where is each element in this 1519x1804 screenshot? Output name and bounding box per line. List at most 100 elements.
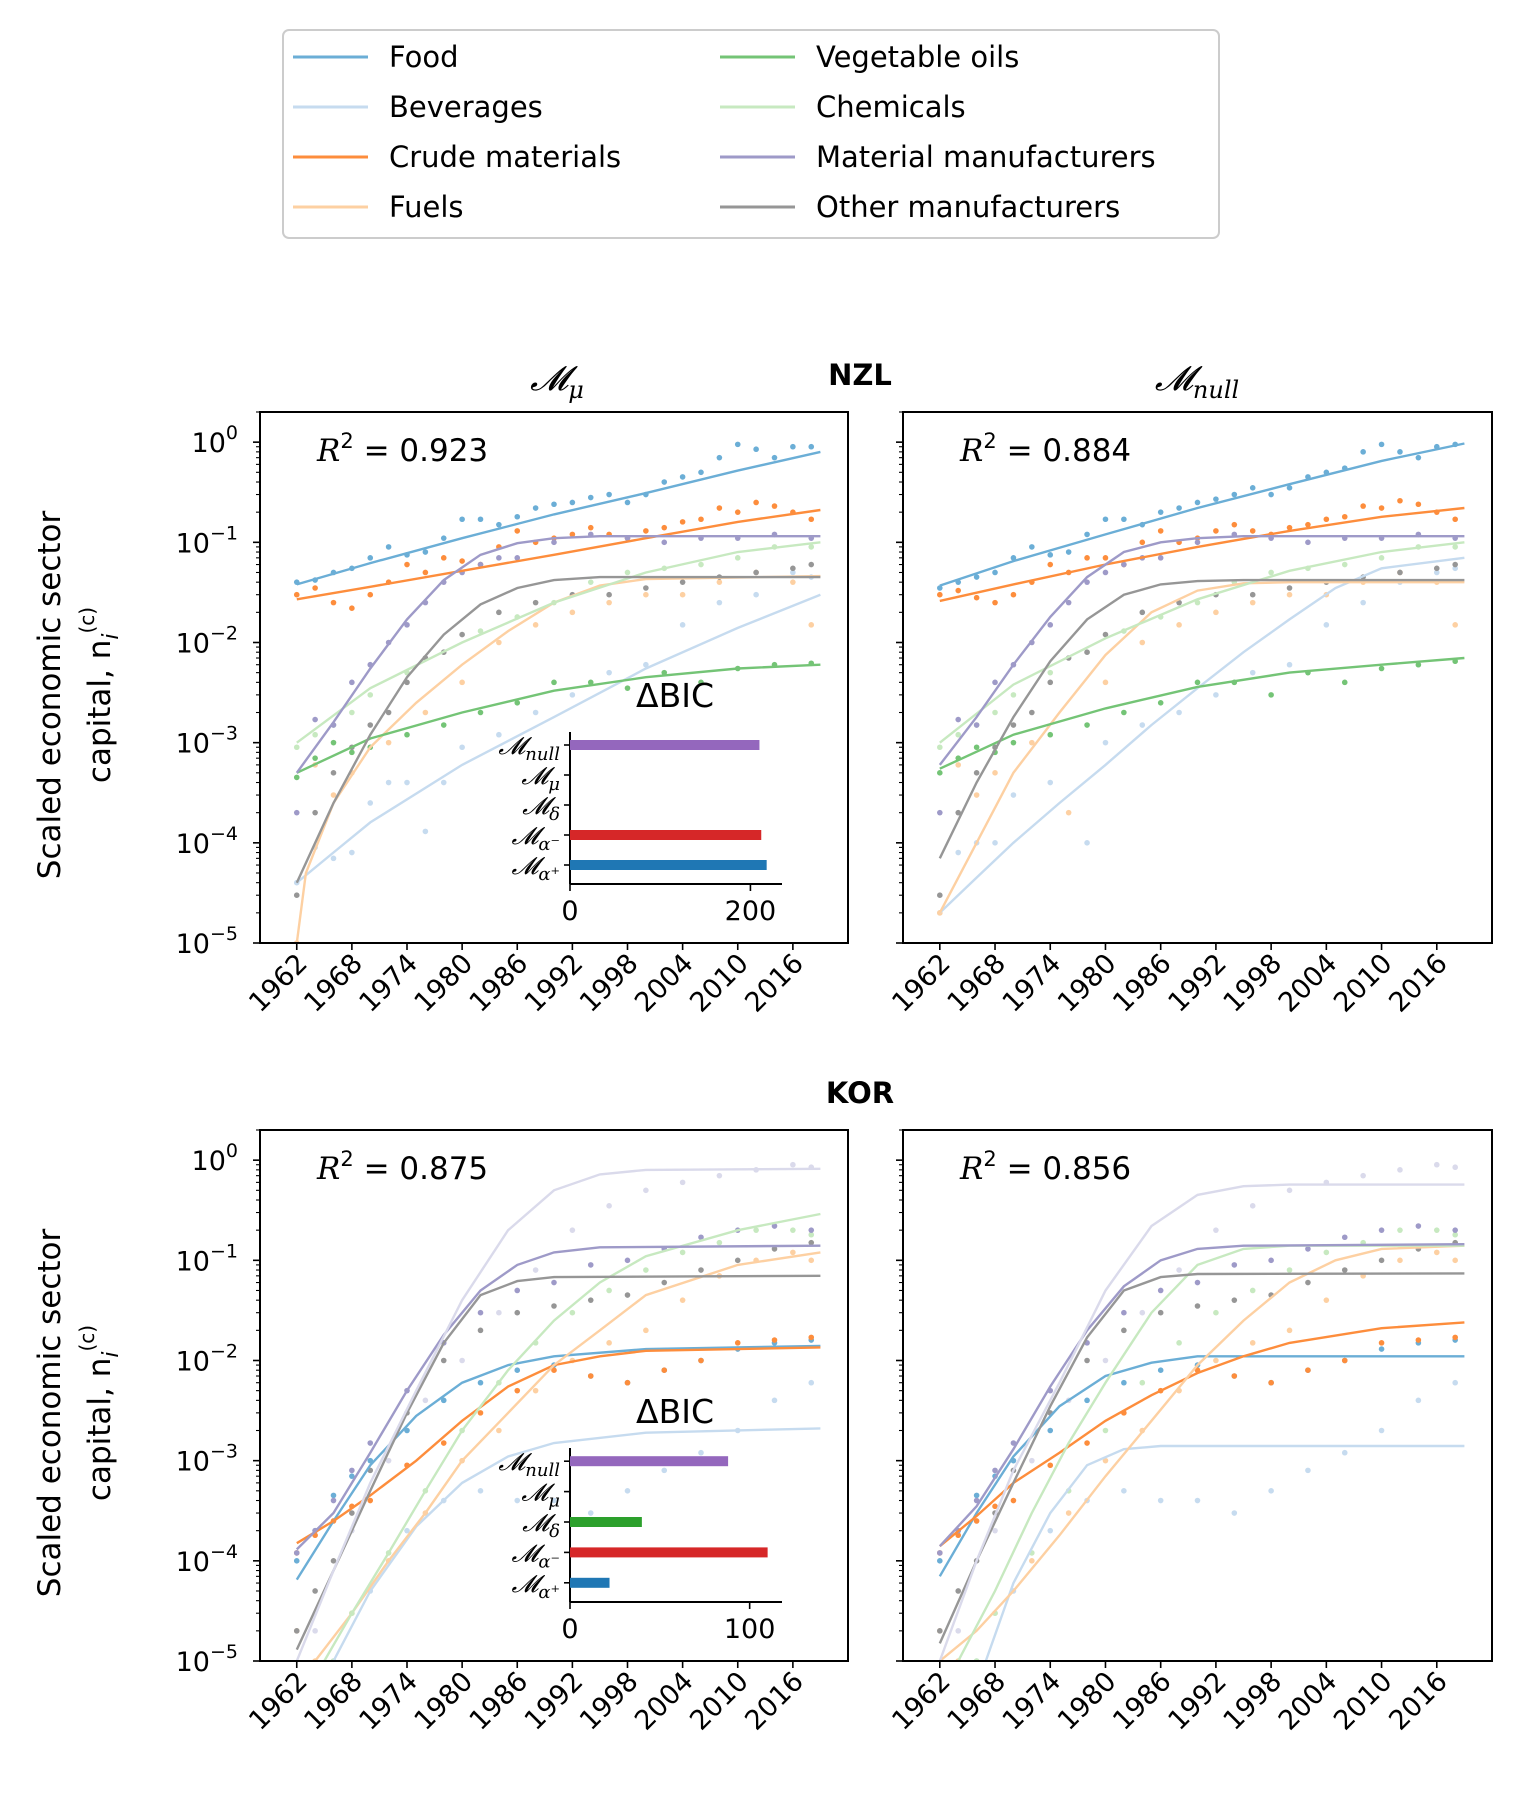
data-point [1029, 1457, 1035, 1464]
x-tick-label: 1998 [574, 948, 645, 1019]
data-point [1102, 555, 1109, 561]
data-point [661, 669, 668, 676]
dbic-category-label: 𝓜null [498, 732, 560, 765]
data-point [606, 1203, 612, 1209]
fit-line [938, 556, 1465, 914]
data-point [1139, 639, 1146, 646]
data-point [606, 1287, 612, 1294]
svg-text:capital, ni(c): capital, ni(c) [75, 607, 124, 783]
legend-label: Food [389, 40, 459, 74]
data-point [1194, 1303, 1201, 1309]
data-point [1433, 565, 1440, 572]
data-point [790, 579, 796, 585]
data-point [1452, 1231, 1458, 1238]
data-point [532, 599, 539, 606]
data-point [1121, 1309, 1127, 1316]
data-point [1415, 661, 1422, 668]
data-point [1121, 1327, 1127, 1334]
legend-label: Chemicals [816, 90, 966, 124]
data-point [440, 1440, 447, 1446]
data-point [661, 1367, 668, 1373]
data-point [753, 1227, 759, 1233]
data-point [937, 591, 943, 598]
data-point [514, 555, 521, 561]
data-point [937, 809, 943, 816]
x-tick-label: 1992 [1162, 948, 1233, 1019]
data-point [1010, 591, 1017, 598]
data-point [808, 443, 815, 450]
x-tick-label: 1986 [1107, 948, 1178, 1019]
data-point [1213, 692, 1219, 698]
data-point [1305, 539, 1311, 546]
fit-line [296, 593, 821, 884]
data-point [1323, 1249, 1330, 1256]
data-point [532, 505, 539, 511]
x-tick-label: 2010 [1328, 948, 1399, 1019]
fit-line [939, 506, 1465, 603]
y-tick-label: 10−1 [176, 1240, 238, 1277]
data-point [734, 441, 741, 448]
data-point [312, 809, 318, 816]
data-point [1121, 516, 1127, 523]
data-point [1286, 591, 1293, 598]
data-point [1047, 1427, 1054, 1434]
data-point [551, 1367, 557, 1373]
y-tick-label: 10−4 [176, 1541, 238, 1578]
data-point [1378, 1427, 1385, 1434]
data-point [1047, 779, 1054, 786]
data-point [1084, 1357, 1090, 1364]
data-point [496, 555, 502, 561]
axes-frame [259, 411, 849, 944]
data-point [992, 569, 998, 576]
x-tick-label: 1998 [1218, 1666, 1289, 1737]
data-point [808, 622, 815, 628]
data-point [1065, 599, 1072, 606]
data-point [808, 561, 815, 568]
data-point [1378, 505, 1385, 511]
data-point [1231, 521, 1238, 528]
data-point [1121, 709, 1127, 716]
data-point [808, 544, 815, 550]
inset-x-tick-label: 100 [724, 1614, 776, 1645]
data-point [1249, 485, 1256, 491]
fit-line [295, 1167, 821, 1661]
data-point [1415, 1337, 1422, 1343]
data-point [477, 709, 484, 716]
data-point [771, 1337, 778, 1343]
x-tick-label: 1974 [353, 948, 424, 1019]
data-point [293, 1628, 300, 1634]
data-point [808, 1231, 815, 1238]
data-point [661, 524, 668, 531]
data-point [606, 599, 612, 606]
data-point [1360, 449, 1366, 455]
data-point [587, 679, 594, 686]
dbic-category-label: 𝓜null [498, 1448, 560, 1481]
fit-line [957, 1244, 1465, 1661]
data-point [422, 1397, 429, 1404]
data-point [293, 774, 300, 781]
data-point [808, 1379, 815, 1386]
data-point [367, 591, 374, 598]
x-tick-label: 1998 [1218, 948, 1289, 1019]
data-point [679, 1297, 686, 1303]
data-point [1433, 1227, 1440, 1233]
data-point [514, 528, 521, 534]
data-point [1029, 739, 1035, 746]
data-point [937, 1550, 943, 1556]
x-tick-label: 2004 [629, 1666, 700, 1737]
data-point [587, 579, 594, 585]
x-tick-label: 1986 [1107, 1666, 1178, 1737]
dbic-bar [570, 860, 767, 870]
data-point [955, 1532, 962, 1539]
data-point [973, 792, 980, 798]
data-point [1378, 1346, 1385, 1352]
y-tick-label: 100 [192, 1140, 238, 1177]
fit-line [938, 578, 1465, 859]
data-point [514, 1287, 521, 1294]
x-tick-label: 2016 [1383, 1666, 1454, 1737]
data-point [1047, 561, 1054, 568]
data-point [1102, 679, 1109, 686]
data-point [1286, 485, 1293, 491]
data-point [937, 1628, 943, 1634]
data-point [643, 591, 649, 598]
